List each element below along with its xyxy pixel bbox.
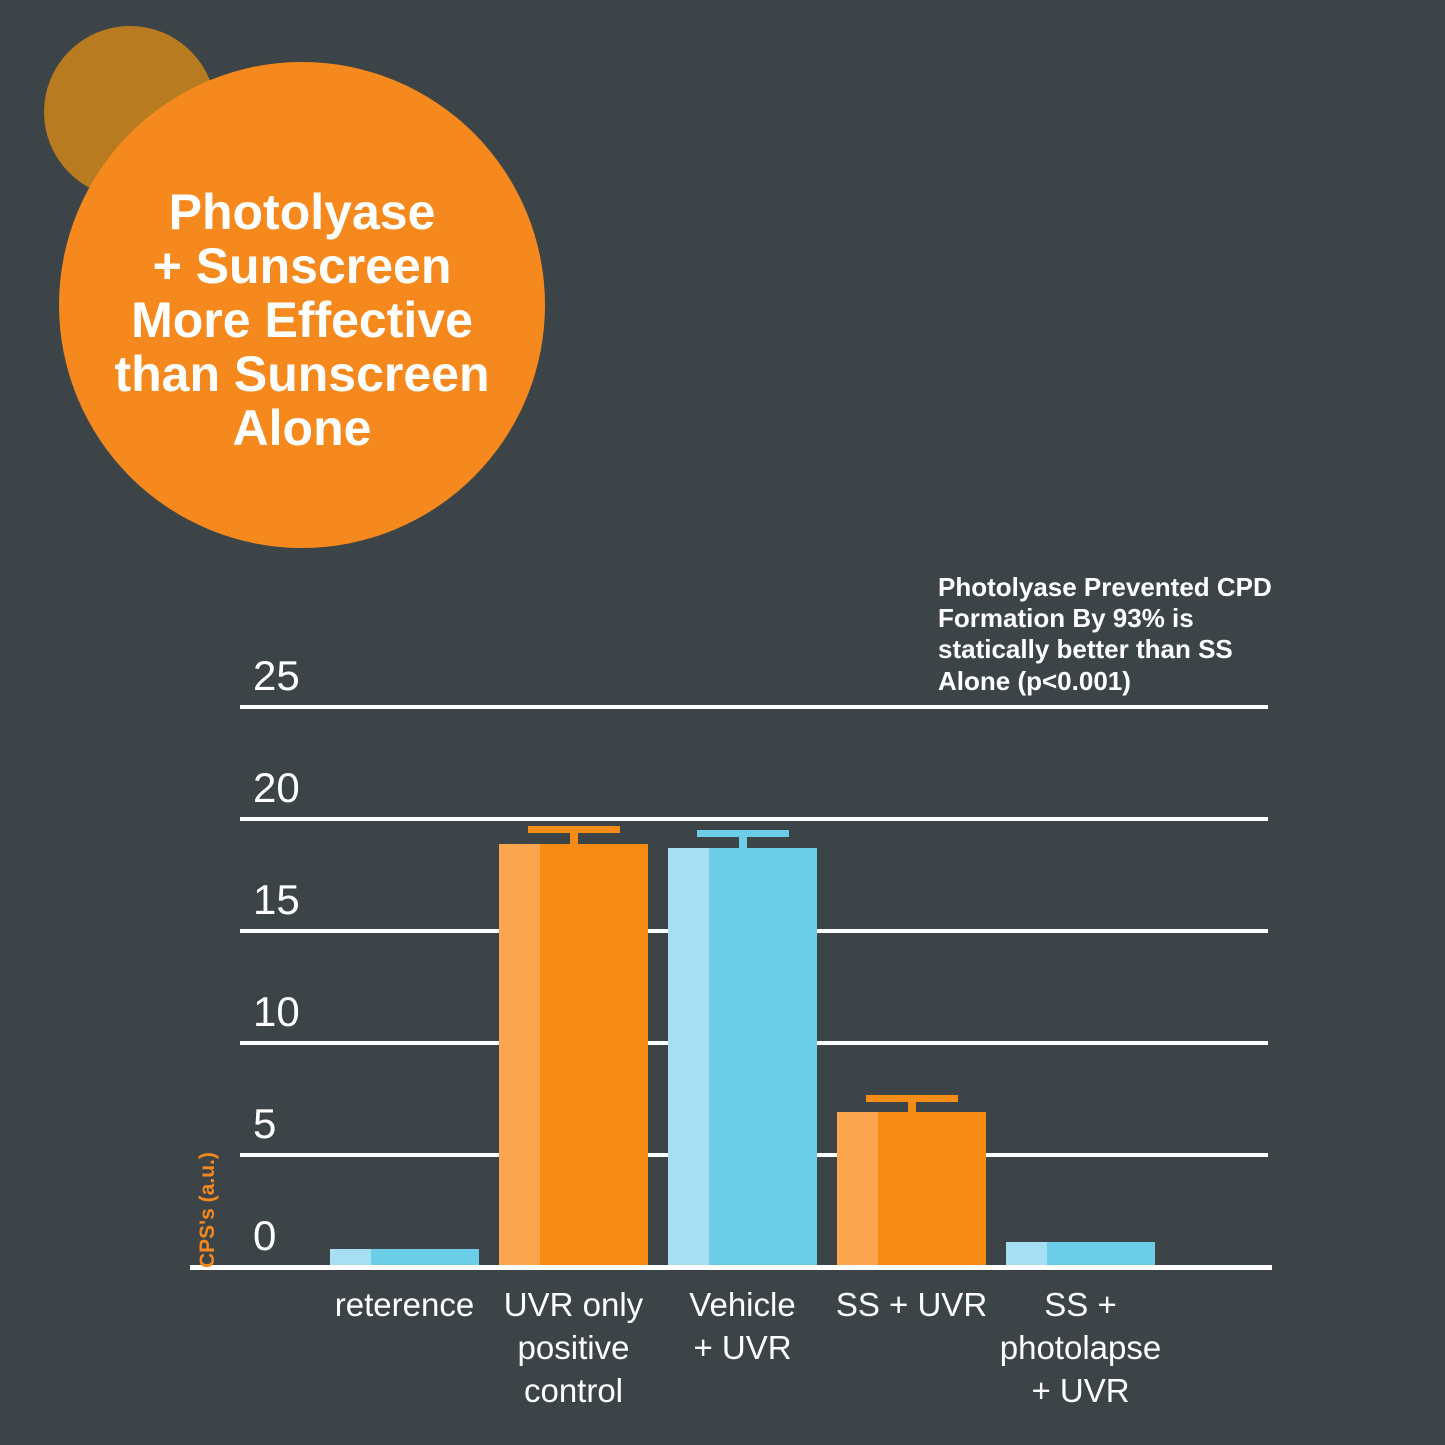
error-bar-stem bbox=[569, 832, 578, 856]
bar-2 bbox=[499, 843, 648, 1267]
y-tick-label: 0 bbox=[253, 1212, 277, 1259]
x-axis-label: SS + photolapse + UVR bbox=[999, 1286, 1162, 1409]
error-bar-cap bbox=[865, 1094, 958, 1102]
title-bubble: Photolyase + Sunscreen More Effective th… bbox=[59, 62, 545, 548]
x-axis-label: SS + UVR bbox=[835, 1286, 988, 1323]
bar-highlight bbox=[330, 1249, 371, 1267]
x-axis-label: UVR only positive control bbox=[503, 1286, 644, 1409]
y-tick-label: 5 bbox=[253, 1100, 277, 1147]
error-bar-stem bbox=[738, 837, 747, 861]
gridline-20 bbox=[240, 817, 1268, 821]
annotation-text: Photolyase Prevented CPD Formation By 93… bbox=[938, 572, 1272, 696]
x-axis-label: Vehicle + UVR bbox=[689, 1286, 796, 1366]
y-axis-title: CPS's (a.u.) bbox=[196, 1152, 219, 1268]
y-tick-label: 25 bbox=[253, 652, 300, 699]
error-bar-cap bbox=[527, 825, 620, 833]
bar-highlight bbox=[499, 843, 540, 1267]
bar-5 bbox=[1006, 1242, 1155, 1267]
bar-highlight bbox=[668, 848, 709, 1267]
y-tick-label: 15 bbox=[253, 876, 300, 923]
bar-highlight bbox=[837, 1112, 878, 1267]
x-axis-line bbox=[190, 1265, 1272, 1270]
error-bar-stem bbox=[907, 1101, 916, 1125]
y-tick-label: 20 bbox=[253, 764, 300, 811]
error-bar-cap bbox=[696, 830, 789, 838]
bar-3 bbox=[668, 848, 817, 1267]
y-tick-label: 10 bbox=[253, 988, 300, 1035]
bar-4 bbox=[837, 1112, 986, 1267]
title-text: Photolyase + Sunscreen More Effective th… bbox=[114, 183, 490, 456]
gridline-25 bbox=[240, 705, 1268, 709]
bar-1 bbox=[330, 1249, 479, 1267]
x-axis-label: reterence bbox=[334, 1286, 475, 1323]
bar-highlight bbox=[1006, 1242, 1047, 1267]
